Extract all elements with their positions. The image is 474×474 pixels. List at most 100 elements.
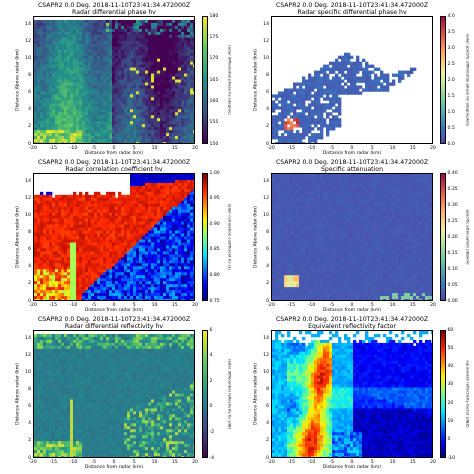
heatmap-cell — [157, 115, 161, 119]
heatmap-cell — [82, 79, 86, 83]
heatmap-cell — [193, 43, 194, 48]
heatmap-cell — [115, 112, 119, 116]
heatmap-cell — [326, 103, 330, 107]
heatmap-cell — [112, 290, 116, 294]
heatmap-cell — [181, 118, 185, 122]
heatmap-cell — [109, 133, 113, 137]
heatmap-cell — [88, 124, 92, 128]
heatmap-cell — [115, 70, 119, 74]
heatmap-cell — [151, 31, 155, 36]
heatmap-cell — [151, 239, 155, 243]
heatmap-cell — [67, 284, 71, 288]
heatmap-cell — [187, 218, 191, 222]
heatmap-cell — [148, 142, 152, 143]
heatmap-cell — [178, 91, 182, 95]
heatmap-cell — [85, 278, 89, 282]
heatmap-cell — [46, 37, 50, 42]
heatmap-cell — [79, 269, 83, 273]
heatmap-cell — [76, 242, 80, 246]
heatmap-cell — [136, 296, 140, 300]
heatmap-cell — [148, 212, 152, 217]
heatmap-cell — [94, 212, 98, 217]
heatmap-cell — [308, 106, 312, 110]
heatmap-cell — [184, 260, 188, 264]
heatmap-cell — [46, 139, 50, 143]
heatmap-cell — [175, 55, 179, 60]
heatmap-cell — [37, 115, 41, 119]
heatmap-cell — [121, 49, 125, 54]
heatmap-cell — [112, 43, 116, 48]
heatmap-cell — [73, 133, 77, 137]
heatmap-cell — [82, 100, 86, 104]
heatmap-cell — [82, 85, 86, 89]
heatmap-cell — [133, 88, 137, 92]
heatmap-cell — [103, 194, 107, 199]
heatmap-cell — [82, 133, 86, 137]
heatmap-cell — [181, 287, 185, 291]
heatmap-cell — [88, 263, 92, 267]
heatmap-cell — [64, 82, 68, 86]
heatmap-cell — [362, 73, 366, 77]
heatmap-cell — [157, 127, 161, 131]
heatmap-cell — [64, 124, 68, 128]
heatmap-cell — [326, 130, 330, 134]
heatmap-cell — [142, 188, 146, 193]
heatmap-cell — [169, 278, 173, 282]
heatmap-cell — [163, 290, 167, 294]
heatmap-cell — [64, 88, 68, 92]
heatmap-cell — [121, 263, 125, 267]
heatmap-cell — [94, 203, 98, 208]
heatmap-cell — [67, 293, 71, 297]
heatmap-cell — [145, 215, 149, 219]
heatmap-cell — [121, 245, 125, 249]
colorbar-tick-label: 0.0 — [447, 141, 455, 147]
heatmap-cell — [64, 284, 68, 288]
heatmap-cell — [73, 40, 77, 45]
heatmap-cell — [184, 133, 188, 137]
heatmap-cell — [43, 37, 47, 42]
heatmap-cell — [299, 124, 303, 128]
heatmap-cell — [88, 218, 92, 222]
heatmap-cell — [151, 100, 155, 104]
heatmap-cell — [178, 182, 182, 187]
heatmap-cell — [326, 94, 330, 98]
heatmap-cell — [76, 284, 80, 288]
heatmap-cell — [70, 82, 74, 86]
heatmap-cell — [58, 118, 62, 122]
heatmap-cell — [76, 19, 80, 24]
heatmap-cell — [73, 230, 77, 234]
heatmap-cell — [64, 94, 68, 98]
heatmap-cell — [79, 46, 83, 51]
heatmap-cell — [82, 224, 86, 228]
heatmap-cell — [85, 49, 89, 54]
heatmap-cell — [79, 275, 83, 279]
heatmap-cell — [46, 52, 50, 57]
heatmap-cell — [124, 94, 128, 98]
heatmap-cell — [91, 55, 95, 60]
heatmap-cell — [43, 70, 47, 74]
heatmap-cell — [34, 136, 38, 140]
heatmap-cell — [79, 127, 83, 131]
heatmap-cell — [67, 209, 71, 214]
heatmap-cell — [308, 121, 312, 125]
heatmap-cell — [148, 118, 152, 122]
heatmap-cell — [148, 200, 152, 205]
heatmap-cell — [190, 109, 194, 113]
heatmap-cell — [52, 215, 56, 219]
heatmap-cell — [154, 221, 158, 225]
heatmap-cell — [133, 139, 137, 143]
heatmap-cell — [112, 133, 116, 137]
heatmap-cell — [112, 251, 116, 255]
heatmap-cell — [190, 278, 194, 282]
heatmap-cell — [64, 272, 68, 276]
heatmap-cell — [91, 281, 95, 285]
heatmap-cell — [112, 127, 116, 131]
heatmap-cell — [338, 79, 342, 83]
heatmap-cell — [58, 115, 62, 119]
heatmap-cell — [52, 40, 56, 45]
heatmap-cell — [314, 79, 318, 83]
heatmap-cell — [181, 133, 185, 137]
heatmap-cell — [127, 115, 131, 119]
heatmap-cell — [275, 127, 279, 131]
heatmap-cell — [79, 55, 83, 60]
